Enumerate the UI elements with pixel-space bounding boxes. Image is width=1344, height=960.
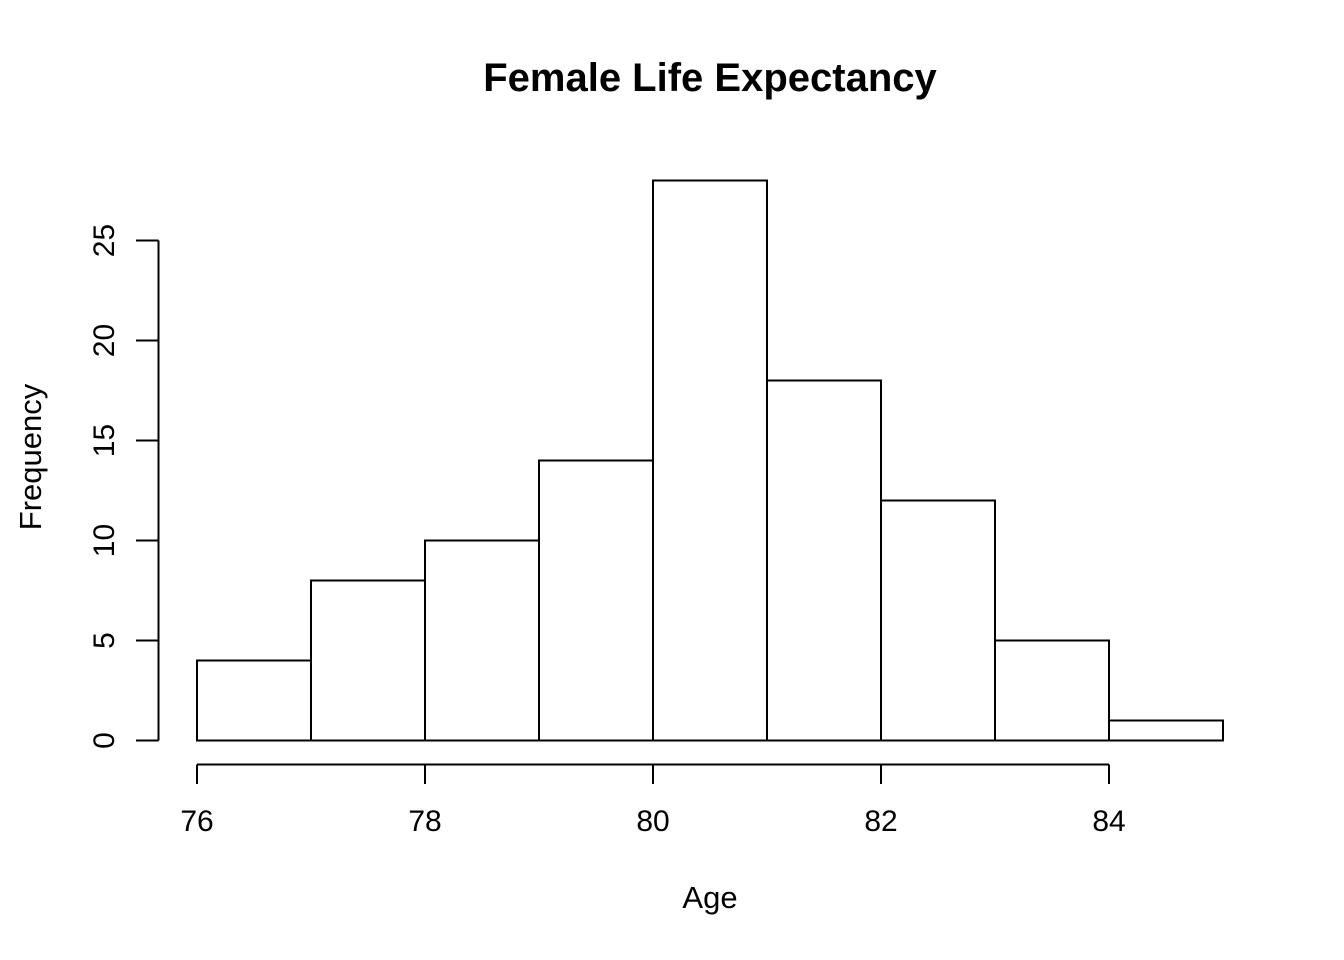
x-tick-label: 84	[1092, 805, 1125, 838]
histogram-bar-82-83	[880, 499, 996, 742]
histogram-bar-80-81	[652, 179, 768, 742]
y-tick-label: 5	[88, 632, 121, 649]
y-tick-label: 10	[88, 524, 121, 557]
x-tick-label: 78	[408, 805, 441, 838]
histogram-bar-77-78	[310, 579, 426, 742]
histogram-bar-78-79	[424, 539, 540, 742]
histogram-bar-76-77	[196, 659, 312, 742]
x-axis-label: Age	[682, 880, 737, 915]
x-tick-label: 76	[180, 805, 213, 838]
y-axis-label: Frequency	[13, 383, 48, 530]
y-tick-label: 20	[88, 324, 121, 357]
histogram-bar-81-82	[766, 379, 882, 742]
histogram-bar-84-85	[1108, 719, 1224, 742]
y-tick-label: 0	[88, 732, 121, 749]
x-tick-label: 80	[636, 805, 669, 838]
y-tick-label: 15	[88, 424, 121, 457]
x-tick-label: 82	[864, 805, 897, 838]
chart-title: Female Life Expectancy	[483, 56, 937, 100]
histogram-bar-83-84	[994, 639, 1110, 742]
histogram-bar-79-80	[538, 459, 654, 742]
y-tick-label: 25	[88, 224, 121, 257]
